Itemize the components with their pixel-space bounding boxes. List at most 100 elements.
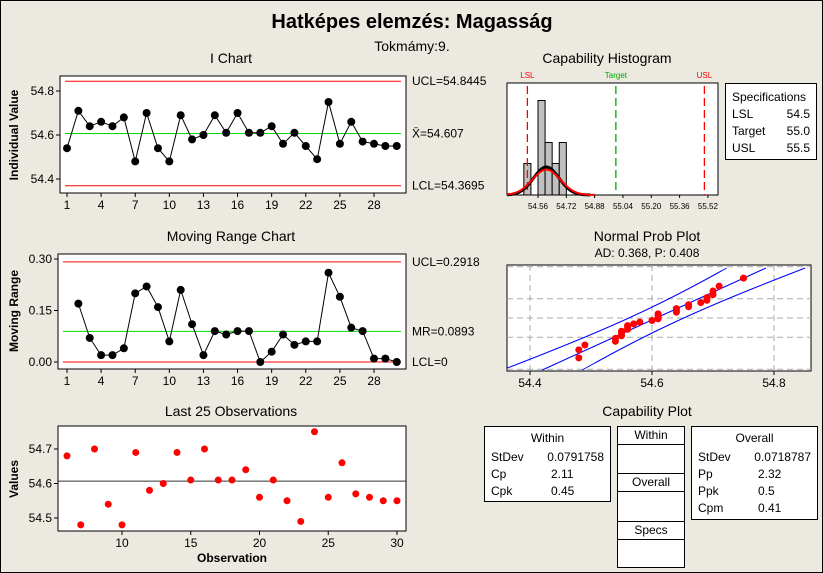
i-chart-ylabel: Individual Value [7, 89, 21, 180]
normal-prob-xtick-label: 54.8 [762, 376, 786, 390]
mr-chart-xtick-label: 13 [197, 374, 211, 388]
mr-chart-data-point [165, 337, 174, 346]
specs-title: Specifications [732, 90, 807, 104]
i-chart-data-point [244, 128, 253, 137]
histogram-xtick-label: 55.20 [641, 202, 662, 211]
i-chart-data-point [313, 155, 322, 164]
within-row: Cp 2.11 [485, 466, 610, 483]
spec-row-lsl: LSL 54.5 [726, 106, 816, 123]
normal-prob-title: Normal Prob Plot [594, 228, 701, 244]
spec-value: 55.0 [786, 124, 810, 138]
spec-label: LSL [732, 107, 754, 121]
mr-chart-ucl-label: UCL=0.2918 [412, 255, 480, 269]
stat-label: StDev [491, 450, 524, 464]
main-title: Hatképes elemzés: Magasság [271, 11, 552, 33]
mr-chart-title: Moving Range Chart [167, 228, 296, 244]
normal-prob-data-point [611, 334, 619, 342]
mr-chart-data-point [131, 289, 140, 298]
legend-within: Within [618, 427, 684, 445]
stat-label: StDev [698, 450, 731, 464]
normal-prob-confidence-band [507, 267, 727, 369]
mr-chart-data-point [176, 285, 185, 294]
mr-chart-xtick-label: 25 [333, 374, 347, 388]
i-chart-ytick-label: 54.8 [31, 84, 55, 98]
last25-ytick-label: 54.7 [29, 442, 53, 456]
spec-value: 55.5 [786, 141, 810, 155]
i-chart-lcl-label: LCL=54.3695 [412, 179, 485, 193]
stat-label: Cpk [491, 484, 513, 498]
mr-chart-center-label: MR=0.0893 [412, 324, 475, 338]
histogram-title: Capability Histogram [542, 50, 671, 66]
stat-value: 2.32 [758, 467, 782, 481]
mr-chart-data-point [301, 337, 310, 346]
i-chart-data-point [335, 139, 344, 148]
mr-chart-xtick-label: 7 [132, 374, 139, 388]
i-chart-data-point [176, 111, 185, 120]
mr-chart-ylabel: Moving Range [7, 270, 21, 352]
histogram-xtick-label: 55.36 [670, 202, 691, 211]
i-chart-data-point [153, 144, 162, 153]
i-chart-data-point [188, 135, 197, 144]
mr-chart-data-point [108, 351, 117, 360]
legend-specs: Specs [618, 522, 684, 540]
stat-label: Pp [698, 467, 713, 481]
spec-row-usl: USL 55.5 [726, 140, 816, 157]
mr-chart-data-point [188, 320, 197, 329]
overall-title: Overall [735, 431, 774, 445]
mr-chart-data-point [85, 333, 94, 342]
within-row: StDev 0.0791758 [485, 449, 610, 466]
last25-data-point [338, 459, 346, 467]
last25-xtick-label: 20 [253, 536, 267, 550]
mr-chart-ytick-label: 0.15 [29, 304, 53, 318]
mr-chart-xtick-label: 10 [163, 374, 177, 388]
overall-stats-box: Overall StDev 0.0718787 Pp 2.32 Ppk 0.5 Cpm… [691, 426, 818, 520]
i-chart-data-point [74, 106, 83, 115]
stat-value: 0.45 [551, 484, 575, 498]
last25-xtick-label: 30 [390, 536, 404, 550]
normal-prob-xtick-label: 54.6 [640, 376, 664, 390]
mr-chart-data-point [199, 351, 208, 360]
i-chart-xtick-label: 22 [299, 198, 313, 212]
last25-data-point [379, 497, 387, 505]
mr-chart-data-point [256, 358, 265, 366]
i-chart-data-point [199, 131, 208, 139]
normal-prob-data-point [697, 299, 705, 307]
i-chart-data-point [370, 139, 378, 148]
last25-data-point [63, 452, 71, 460]
last25-ytick-label: 54.5 [29, 511, 53, 525]
i-chart-ytick-label: 54.4 [31, 172, 55, 186]
last25-data-point [393, 497, 401, 505]
last25-ytick-label: 54.6 [29, 477, 53, 491]
within-title: Within [530, 431, 565, 445]
stat-value: 0.0791758 [547, 450, 604, 464]
normal-prob-data-point [636, 318, 644, 326]
last25-data-point [187, 476, 195, 484]
i-chart-data-point [290, 128, 299, 137]
normal-prob-data-point [618, 327, 625, 335]
last25-data-point [159, 480, 167, 487]
normal-prob-subtitle: AD: 0.368, P: 0.408 [595, 246, 700, 260]
i-chart-data-point [108, 122, 117, 131]
spec-label: Target [732, 124, 766, 138]
last25-xlabel: Observation [197, 551, 267, 565]
i-chart-xtick-label: 28 [367, 198, 381, 212]
mr-chart-xtick-label: 22 [299, 374, 313, 388]
last25-data-point [242, 466, 250, 474]
i-chart-data-point [85, 122, 94, 131]
histogram-bar [537, 100, 546, 196]
stat-value: 0.41 [758, 501, 782, 515]
capability-plot-title: Capability Plot [602, 403, 692, 419]
stat-label: Ppk [698, 484, 719, 498]
overall-row: Pp 2.32 [692, 466, 817, 483]
normal-prob-data-point [575, 346, 583, 354]
histogram-xtick-label: 54.72 [556, 202, 577, 211]
overall-row: Ppk 0.5 [692, 483, 817, 500]
normal-prob-data-point [630, 320, 638, 328]
i-chart-data-point [222, 128, 231, 137]
mr-chart-data-point [233, 327, 242, 336]
normal-prob-data-point [672, 305, 680, 313]
legend-overall: Overall [618, 474, 684, 492]
histogram-xtick-label: 54.88 [585, 202, 606, 211]
last25-data-point [146, 486, 153, 494]
histogram-usl-label: USL [697, 71, 713, 80]
